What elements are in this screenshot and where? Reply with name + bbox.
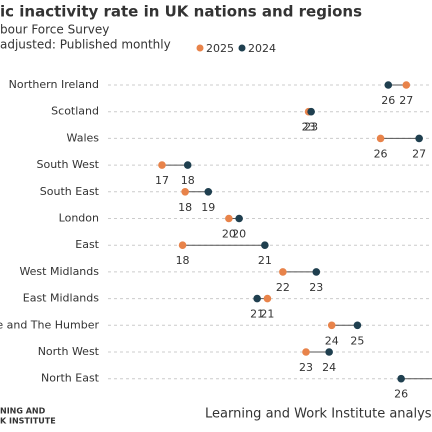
data-label: 25 [350, 334, 364, 347]
dot [158, 161, 166, 169]
y-tick-label: South West [36, 158, 99, 171]
data-label: 23 [302, 121, 316, 134]
data-label: 24 [325, 334, 339, 347]
dot [253, 294, 261, 303]
dot [235, 214, 243, 223]
dot [325, 348, 333, 356]
dot [312, 268, 321, 276]
data-label: 20 [232, 228, 246, 241]
subtitle: bour Force Survey [0, 23, 109, 37]
y-tick-label: Wales [67, 131, 100, 144]
y-tick-label: London [59, 212, 99, 225]
subtitle: adjusted: Published monthly [0, 38, 171, 52]
data-label: 18 [176, 254, 190, 267]
dot [302, 348, 310, 356]
dot [279, 268, 287, 276]
y-tick-label: South East [40, 185, 100, 198]
data-label: 21 [260, 308, 274, 321]
dot [384, 81, 393, 89]
dot [225, 214, 233, 223]
legend-label: 2024 [248, 42, 276, 55]
dot [178, 241, 187, 249]
data-label: 18 [178, 201, 192, 214]
dot [204, 188, 213, 196]
y-tick-label: West Midlands [19, 265, 99, 278]
dot [402, 81, 411, 89]
data-label: 21 [250, 308, 264, 321]
chart-title: ic inactivity rate in UK nations and reg… [0, 3, 362, 21]
data-label: 20 [222, 228, 236, 241]
dot [261, 241, 269, 249]
dot [181, 188, 189, 196]
data-label: 27 [399, 94, 413, 107]
y-tick-label: North West [38, 345, 100, 358]
logo-text: K INSTITUTE [0, 417, 56, 426]
y-tick-label: e and The Humber [0, 318, 99, 331]
y-tick-label: North East [41, 372, 100, 385]
data-label: 27 [412, 147, 426, 160]
y-tick-label: East [75, 238, 99, 251]
source: Learning and Work Institute analysis of [205, 407, 432, 422]
data-label: 26 [381, 94, 395, 107]
y-tick-label: East Midlands [23, 292, 100, 305]
data-label: 23 [309, 281, 323, 294]
data-label: 23 [299, 361, 313, 374]
dot [415, 134, 423, 143]
legend-marker [196, 44, 204, 52]
dot [397, 374, 405, 383]
data-label: 19 [201, 201, 215, 214]
dot [263, 294, 272, 303]
data-label: 17 [155, 174, 169, 187]
data-label: 23 [304, 121, 318, 134]
dot [376, 134, 385, 143]
data-label: 21 [258, 254, 272, 267]
dot [307, 107, 315, 116]
dot [183, 161, 192, 169]
legend-label: 2025 [206, 42, 234, 55]
dot [327, 321, 336, 330]
dot [353, 321, 362, 330]
data-label: 24 [322, 361, 336, 374]
data-label: 22 [276, 281, 290, 294]
data-label: 18 [181, 174, 195, 187]
legend-marker [238, 44, 246, 52]
logo-text: NING AND [0, 407, 46, 416]
y-tick-label: Scotland [51, 105, 99, 118]
data-label: 26 [394, 388, 408, 401]
y-tick-label: Northern Ireland [9, 78, 99, 91]
data-label: 26 [374, 147, 388, 160]
